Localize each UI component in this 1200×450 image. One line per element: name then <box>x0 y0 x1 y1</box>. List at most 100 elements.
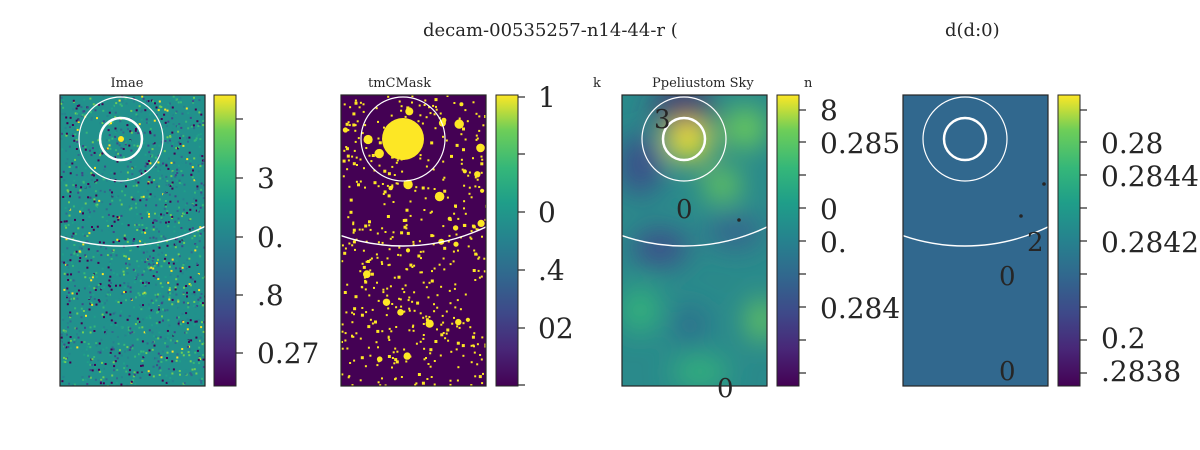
noise-pixel <box>66 322 69 325</box>
noise-pixel <box>148 349 151 352</box>
sky-map <box>622 95 767 386</box>
mask-pixel <box>381 183 384 185</box>
noise-pixel <box>186 318 189 321</box>
noise-pixel <box>194 191 196 194</box>
noise-pixel <box>95 271 98 274</box>
noise-pixel <box>74 233 77 235</box>
noise-pixel <box>187 303 190 306</box>
noise-pixel <box>196 245 199 248</box>
mask-pixel <box>368 220 371 224</box>
noise-pixel <box>165 381 168 384</box>
mask-blob <box>434 191 445 202</box>
noise-pixel <box>174 288 177 291</box>
mask-pixel <box>460 162 463 165</box>
mask-pixel <box>364 279 367 282</box>
noise-pixel <box>93 174 95 177</box>
noise-pixel <box>82 310 85 312</box>
noise-pixel <box>135 202 137 205</box>
noise-pixel <box>163 214 165 217</box>
mask-pixel <box>430 376 433 378</box>
noise-pixel <box>100 247 103 250</box>
mask-pixel <box>475 134 478 137</box>
noise-pixel <box>114 127 117 130</box>
noise-pixel <box>201 377 204 380</box>
noise-pixel <box>110 281 112 284</box>
noise-pixel <box>185 369 187 372</box>
noise-pixel <box>133 371 136 374</box>
noise-pixel <box>91 143 94 146</box>
noise-pixel <box>130 149 133 152</box>
noise-pixel <box>130 204 133 207</box>
mask-pixel <box>359 379 362 382</box>
noise-pixel <box>90 259 93 262</box>
noise-pixel <box>142 374 145 377</box>
mask-pixel <box>413 291 416 294</box>
colorbar-tick-label: 0. <box>257 221 284 254</box>
noise-pixel <box>144 268 147 271</box>
noise-pixel <box>99 380 102 383</box>
mask-pixel <box>434 98 438 102</box>
noise-pixel <box>74 112 77 115</box>
noise-pixel <box>62 329 65 332</box>
mask-pixel <box>347 129 350 132</box>
noise-pixel <box>124 291 127 293</box>
noise-pixel <box>194 243 197 245</box>
noise-pixel <box>69 314 72 317</box>
noise-pixel <box>135 193 138 196</box>
noise-pixel <box>141 364 144 367</box>
noise-pixel <box>173 152 176 155</box>
noise-pixel <box>123 273 125 276</box>
noise-pixel <box>130 131 133 134</box>
noise-pixel <box>165 190 168 193</box>
mask-pixel <box>471 335 475 339</box>
mask-pixel <box>449 263 452 266</box>
noise-pixel <box>188 348 191 351</box>
noise-pixel <box>96 250 99 253</box>
noise-pixel <box>79 166 82 169</box>
noise-pixel <box>202 124 205 127</box>
colorbar-tick-label: 0.28 <box>1101 127 1163 160</box>
noise-pixel <box>192 100 195 103</box>
noise-pixel <box>169 245 172 248</box>
noise-pixel <box>74 290 77 293</box>
mask-pixel <box>421 186 425 190</box>
mask-pixel <box>345 122 349 126</box>
noise-pixel <box>114 156 116 159</box>
colorbar-tick-label: 8 <box>820 94 838 127</box>
noise-pixel <box>79 129 82 132</box>
mask-pixel <box>463 184 466 187</box>
noise-pixel <box>67 291 70 294</box>
noise-pixel <box>126 267 129 270</box>
noise-pixel <box>122 253 125 256</box>
noise-pixel <box>149 264 152 267</box>
noise-pixel <box>106 299 108 302</box>
mask-blob <box>403 179 413 190</box>
noise-pixel <box>130 196 133 199</box>
noise-pixel <box>148 215 151 218</box>
noise-pixel <box>199 296 202 299</box>
noise-pixel <box>67 341 70 344</box>
noise-pixel <box>140 236 143 239</box>
noise-pixel <box>194 249 197 252</box>
noise-pixel <box>87 354 90 357</box>
mask-pixel <box>347 376 350 379</box>
mask-pixel <box>430 210 433 213</box>
noise-pixel <box>102 284 104 287</box>
noise-pixel <box>171 303 174 306</box>
mask-pixel <box>415 186 418 189</box>
mask-pixel <box>392 351 395 354</box>
noise-pixel <box>158 100 161 103</box>
mask-pixel <box>386 257 389 260</box>
noise-pixel <box>74 285 76 287</box>
noise-pixel <box>60 336 63 339</box>
noise-pixel <box>81 226 84 229</box>
noise-pixel <box>197 170 200 173</box>
noise-pixel <box>112 251 115 254</box>
noise-pixel <box>121 302 124 305</box>
mask-pixel <box>456 325 459 328</box>
noise-pixel <box>121 190 124 193</box>
noise-pixel <box>190 173 193 176</box>
noise-pixel <box>61 260 64 263</box>
noise-pixel <box>120 214 123 217</box>
mask-pixel <box>381 227 384 230</box>
